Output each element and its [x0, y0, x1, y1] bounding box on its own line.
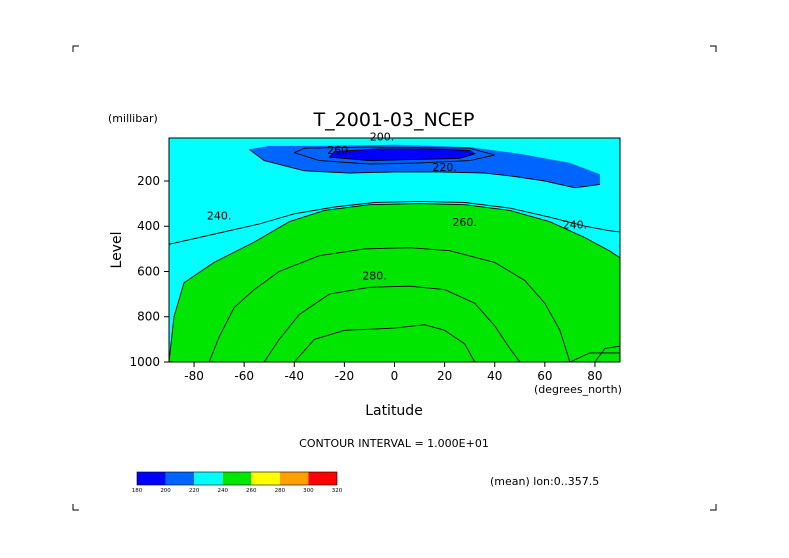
contour-line [294, 146, 495, 165]
colorbar-swatch [194, 472, 223, 485]
corner-marks [72, 45, 717, 511]
contour-lines [168, 146, 621, 363]
x-tick-label: 80 [587, 369, 602, 383]
x-tick-label: -60 [234, 369, 254, 383]
colorbar-tick-label: 280 [275, 488, 286, 494]
colorbar-tick-label: 240 [217, 488, 228, 494]
y-units-label: (millibar) [108, 112, 158, 125]
x-tick-label: -40 [284, 369, 304, 383]
x-axis: -80 -60 -40 -20 0 20 40 60 80 [184, 362, 603, 383]
colorbar-tick-label: 320 [332, 488, 343, 494]
colorbar-tick-label: 300 [303, 488, 314, 494]
band-240-260 [169, 203, 620, 362]
contour-line [594, 345, 621, 363]
colorbar-tick-label: 180 [132, 488, 143, 494]
mean-lon-text: (mean) lon:0..357.5 [490, 475, 599, 488]
contour-line [263, 285, 521, 363]
contour-line [168, 203, 621, 363]
x-axis-title: Latitude [365, 403, 423, 419]
contour-label: 200. [370, 130, 395, 143]
contour-label: 240. [207, 210, 232, 223]
colorbar-swatch [308, 472, 337, 485]
contour-line [248, 148, 601, 189]
colorbar-swatch [165, 472, 195, 485]
plot-area: 200. 260. 220. 240. 260. 240. 280. [168, 130, 621, 363]
y-axis-title: Level [109, 232, 125, 269]
contour-line [208, 247, 571, 363]
contour-line [569, 352, 620, 363]
band-180-200 [329, 148, 475, 161]
y-axis: 200 400 600 800 1000 [129, 174, 169, 369]
y-tick-label: 800 [137, 310, 160, 324]
x-tick-label: -80 [184, 369, 204, 383]
colorbar-swatch [251, 472, 280, 485]
y-tick-label: 1000 [129, 355, 160, 369]
contour-labels: 200. 260. 220. 240. 260. 240. 280. [207, 130, 587, 282]
x-tick-label: -20 [335, 369, 355, 383]
colorbar-frame [136, 471, 338, 486]
contour-interval-text: CONTOUR INTERVAL = 1.000E+01 [299, 437, 489, 450]
filled-bands [169, 144, 620, 362]
colorbar-tick-label: 220 [189, 488, 200, 494]
colorbar-swatch [137, 472, 166, 485]
y-tick-label: 400 [137, 219, 160, 233]
contour-label: 280. [362, 269, 387, 282]
colorbar: 180 200 220 240 260 280 300 320 [132, 471, 343, 494]
contour-label: 260. [327, 144, 352, 157]
colorbar-swatch [222, 472, 252, 485]
x-tick-label: 40 [487, 369, 502, 383]
contour-label: 240. [563, 219, 588, 232]
contour-label: 220. [432, 161, 457, 174]
contour-label: 260. [452, 216, 477, 229]
x-tick-label: 60 [537, 369, 552, 383]
y-tick-label: 600 [137, 264, 160, 278]
colorbar-swatch [279, 472, 309, 485]
x-tick-label: 0 [391, 369, 399, 383]
contour-line [168, 200, 621, 245]
colorbar-tick-label: 260 [246, 488, 257, 494]
colorbar-tick-label: 200 [160, 488, 171, 494]
x-tick-label: 20 [437, 369, 452, 383]
chart-title: T_2001-03_NCEP [313, 109, 475, 131]
x-units-label: (degrees_north) [534, 383, 622, 396]
contour-line [293, 324, 476, 363]
contour-line [329, 148, 476, 162]
y-tick-label: 200 [137, 174, 160, 188]
